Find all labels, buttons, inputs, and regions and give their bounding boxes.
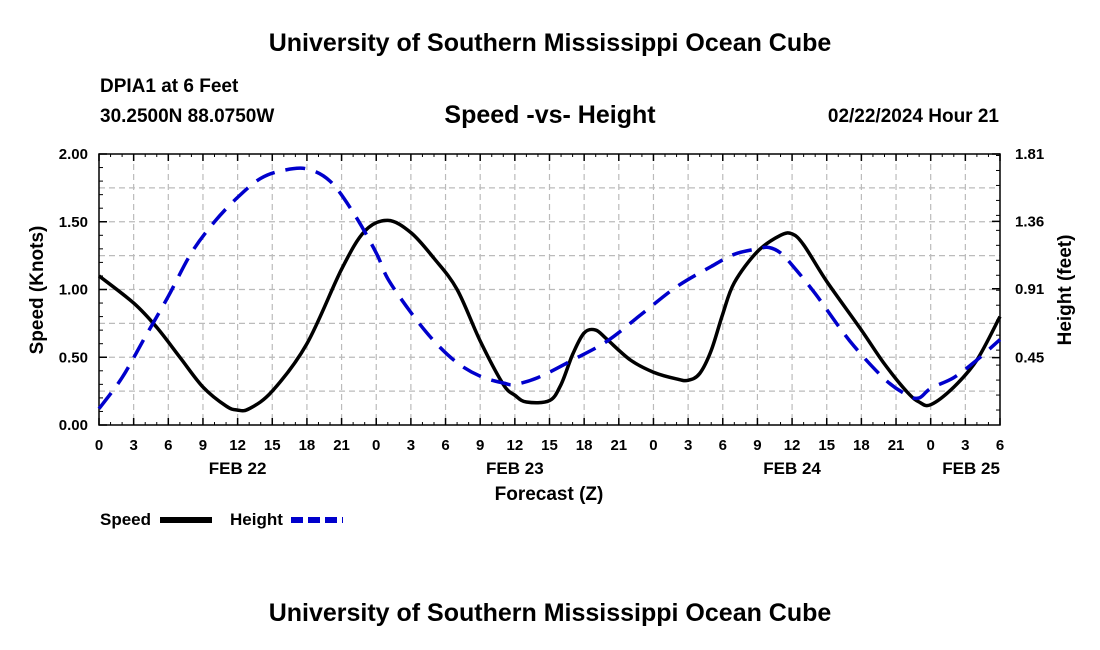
x-tick-label: 3 <box>961 437 969 454</box>
y2-tick-label: 0.45 <box>1015 350 1044 367</box>
x-tick-label: 15 <box>264 437 281 454</box>
legend: Speed Height <box>100 510 343 529</box>
axis-layer <box>98 153 1001 426</box>
y-tick-label: 1.50 <box>59 214 88 231</box>
y-axis-title: Speed (Knots) <box>27 226 48 355</box>
grid-layer <box>99 154 1000 425</box>
x-tick-label: 0 <box>649 437 657 454</box>
date-label: FEB 22 <box>209 459 267 478</box>
series-line-height <box>97 166 1002 410</box>
x-tick-label: 21 <box>610 437 627 454</box>
x-tick-label: 18 <box>299 437 316 454</box>
x-axis-title: Forecast (Z) <box>495 484 604 505</box>
datetime-label: 02/22/2024 Hour 21 <box>827 106 999 127</box>
legend-label-speed: Speed <box>100 510 151 529</box>
date-label: FEB 23 <box>486 459 544 478</box>
x-tick-label: 3 <box>684 437 692 454</box>
x-tick-label: 21 <box>888 437 905 454</box>
x-tick-label: 12 <box>229 437 246 454</box>
x-tick-label: 9 <box>199 437 207 454</box>
x-tick-label: 0 <box>95 437 103 454</box>
y-tick-label: 2.00 <box>59 146 88 163</box>
y2-tick-label: 1.36 <box>1015 213 1044 230</box>
x-tick-label: 0 <box>372 437 380 454</box>
footer-title: University of Southern Mississippi Ocean… <box>268 599 832 627</box>
y2-axis-title: Height (feet) <box>1055 235 1076 346</box>
y-tick-label: 0.00 <box>59 417 88 434</box>
date-label: FEB 24 <box>763 459 821 478</box>
x-tick-label: 6 <box>441 437 449 454</box>
x-tick-label: 6 <box>996 437 1004 454</box>
y2-tick-label: 1.81 <box>1015 146 1044 163</box>
station-label: DPIA1 at 6 Feet <box>100 76 239 97</box>
x-tick-label: 12 <box>507 437 524 454</box>
x-tick-label: 9 <box>476 437 484 454</box>
chart-title: Speed -vs- Height <box>444 101 656 129</box>
x-tick-label: 3 <box>407 437 415 454</box>
x-tick-label: 12 <box>784 437 801 454</box>
x-tick-label: 15 <box>818 437 835 454</box>
plot-frame <box>98 153 1001 426</box>
page-title: University of Southern Mississippi Ocean… <box>268 29 832 57</box>
series-line-speed <box>97 218 1002 413</box>
series-layer <box>97 166 1002 413</box>
x-tick-label: 9 <box>753 437 761 454</box>
legend-label-height: Height <box>230 510 283 529</box>
x-tick-label: 0 <box>927 437 935 454</box>
coordinates-label: 30.2500N 88.0750W <box>100 106 275 127</box>
x-tick-label: 15 <box>541 437 558 454</box>
x-tick-label: 6 <box>164 437 172 454</box>
x-tick-label: 6 <box>719 437 727 454</box>
date-label: FEB 25 <box>942 459 1000 478</box>
y2-tick-label: 0.91 <box>1015 281 1044 298</box>
y-tick-label: 1.00 <box>59 282 88 299</box>
x-tick-label: 18 <box>576 437 593 454</box>
y-tick-label: 0.50 <box>59 349 88 366</box>
x-tick-label: 21 <box>333 437 350 454</box>
label-layer: 0 3 6 9 12 15 18 21 0 3 6 9 12 15 18 21 0 3 6 9 12 15 18 21 0 3 6 0… <box>27 146 1076 505</box>
x-tick-label: 18 <box>853 437 870 454</box>
x-tick-label: 3 <box>129 437 137 454</box>
